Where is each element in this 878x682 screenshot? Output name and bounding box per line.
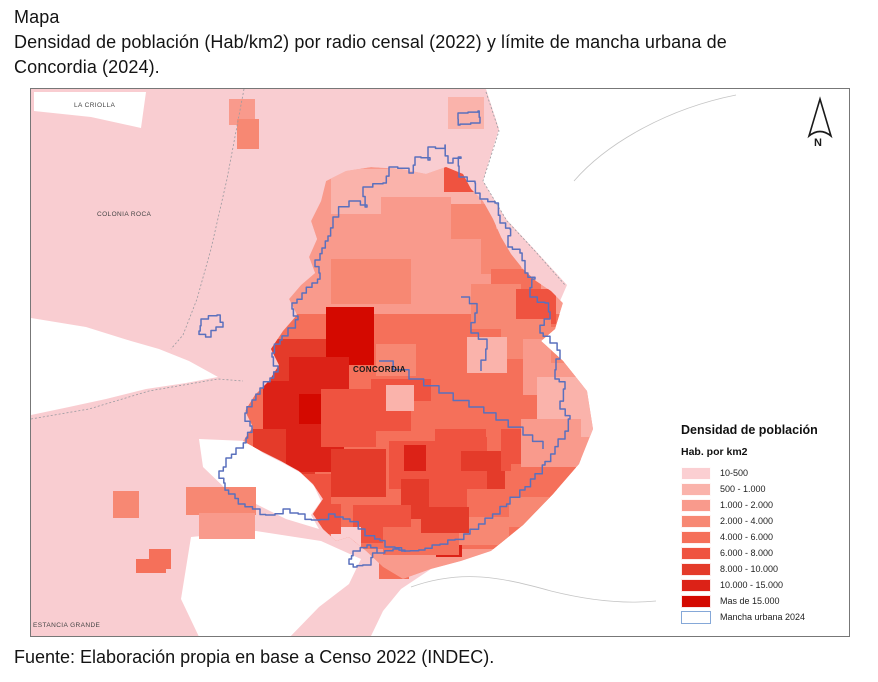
legend-rows: 10-500 500 - 1.000 1.000 - 2.000 2.000 - 4.… — [681, 465, 841, 625]
census-radio-polygon — [421, 239, 491, 284]
mancha-urbana-outline — [377, 548, 406, 554]
legend-item-label: 10-500 — [720, 468, 749, 478]
legend-item-label: Mancha urbana 2024 — [720, 612, 806, 622]
legend-swatch — [681, 498, 711, 512]
map-title: Mapa Densidad de población (Hab/km2) por… — [14, 5, 866, 80]
mancha-urbana-outline — [198, 314, 224, 338]
no-data-area — [34, 92, 146, 128]
title-line-3: Concordia (2024). — [14, 57, 160, 77]
legend-item-label: 8.000 - 10.000 — [720, 564, 779, 574]
legend-item: Mas de 15.000 — [681, 593, 841, 609]
place-label-colonia-roca: COLONIA ROCA — [97, 211, 152, 218]
north-label: N — [814, 137, 822, 149]
department-boundary-line — [31, 378, 244, 420]
legend-swatch — [681, 562, 711, 576]
place-label-la-criolla: LA CRIOLLA — [74, 102, 115, 109]
census-radio-polygon — [381, 197, 451, 242]
legend-item: 10.000 - 15.000 — [681, 577, 841, 593]
legend-item: 6.000 - 8.000 — [681, 545, 841, 561]
legend-item-label: 1.000 - 2.000 — [720, 500, 774, 510]
legend-swatch — [681, 530, 711, 544]
mancha-urbana-outline — [348, 544, 378, 568]
legend-item: 4.000 - 6.000 — [681, 529, 841, 545]
legend-item: 10-500 — [681, 465, 841, 481]
legend-item: 2.000 - 4.000 — [681, 513, 841, 529]
department-boundary-line — [170, 89, 245, 350]
mancha-urbana-outline — [461, 296, 488, 371]
legend-swatch — [681, 578, 711, 592]
legend-swatch — [681, 610, 711, 624]
census-radio-polygon — [386, 385, 414, 411]
census-radio-polygon — [326, 307, 374, 365]
river-line — [410, 576, 657, 603]
mancha-urbana-outline — [218, 144, 571, 552]
census-radio-polygon — [421, 507, 469, 533]
legend-swatch — [681, 546, 711, 560]
title-line-2: Densidad de población (Hab/km2) por radi… — [14, 32, 727, 52]
census-radio-polygon — [331, 449, 386, 497]
legend-swatch — [681, 482, 711, 496]
river-line — [573, 94, 737, 182]
legend-item: 500 - 1.000 — [681, 481, 841, 497]
legend-item-label: 4.000 - 6.000 — [720, 532, 774, 542]
legend-item-label: 10.000 - 15.000 — [720, 580, 784, 590]
place-labels: LA CRIOLLA COLONIA ROCA CONCORDIA ESTANCIA … — [33, 102, 406, 629]
legend-item-label: 6.000 - 8.000 — [720, 548, 774, 558]
legend-item: 1.000 - 2.000 — [681, 497, 841, 513]
legend-swatch — [681, 594, 711, 608]
legend-swatch — [681, 514, 711, 528]
urban-boundary — [198, 110, 571, 568]
legend-item-label: 2.000 - 4.000 — [720, 516, 774, 526]
legend-item-label: 500 - 1.000 — [720, 484, 766, 494]
no-data-area — [199, 439, 321, 529]
source-note: Fuente: Elaboración propia en base a Cen… — [14, 647, 495, 667]
census-radio-polygon — [321, 389, 376, 447]
no-data-area — [181, 531, 361, 636]
legend-item: Mancha urbana 2024 — [681, 609, 841, 625]
no-data-area — [31, 318, 218, 415]
place-label-estancia-grande: ESTANCIA GRANDE — [33, 622, 101, 629]
map-legend: Densidad de población Hab. por km2 10-50… — [681, 423, 841, 625]
legend-subtitle: Hab. por km2 — [681, 446, 748, 458]
census-radio-polygon — [404, 445, 426, 471]
legend-title: Densidad de población — [681, 423, 818, 437]
legend-item-label: Mas de 15.000 — [720, 596, 780, 606]
legend-swatch — [681, 466, 711, 480]
census-radio-polygon — [331, 259, 411, 304]
title-line-1: Mapa — [14, 7, 60, 27]
mancha-urbana-outline — [457, 110, 481, 126]
map-figure: LA CRIOLLA COLONIA ROCA CONCORDIA ESTANCIA … — [30, 88, 850, 637]
legend-item: 8.000 - 10.000 — [681, 561, 841, 577]
mancha-urbana-outline — [379, 360, 544, 449]
map-canvas: LA CRIOLLA COLONIA ROCA CONCORDIA ESTANCIA … — [31, 89, 849, 636]
census-radio-polygon — [511, 464, 557, 502]
north-arrow-icon: N — [807, 96, 833, 149]
place-label-concordia: CONCORDIA — [353, 365, 406, 374]
